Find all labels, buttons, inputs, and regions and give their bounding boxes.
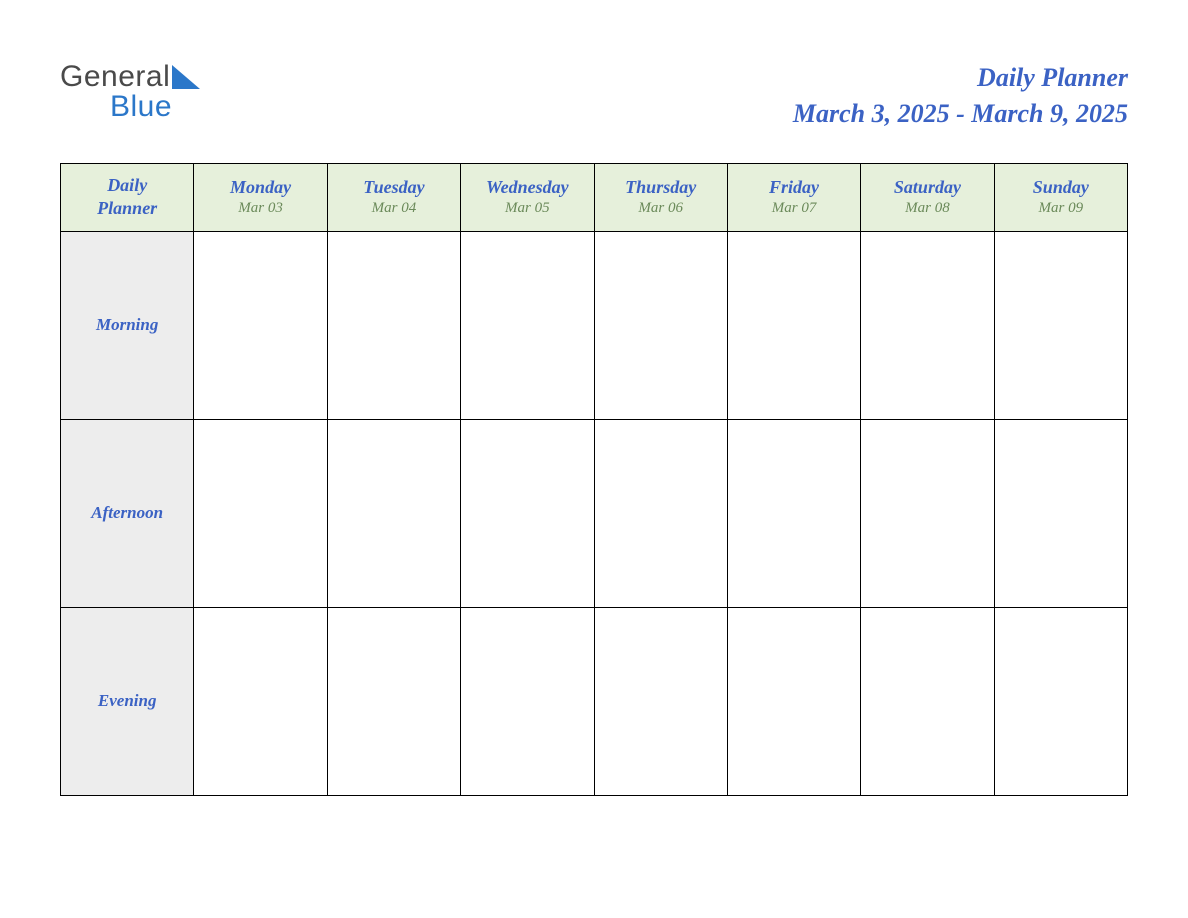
- day-date: Mar 04: [328, 200, 460, 217]
- day-header-sat: Saturday Mar 08: [861, 163, 994, 231]
- day-name: Saturday: [861, 177, 993, 198]
- period-label-evening: Evening: [61, 607, 194, 795]
- planner-table: Daily Planner Monday Mar 03 Tuesday Mar …: [60, 163, 1128, 796]
- day-date: Mar 07: [728, 200, 860, 217]
- period-label-afternoon: Afternoon: [61, 419, 194, 607]
- row-evening: Evening: [61, 607, 1128, 795]
- day-date: Mar 08: [861, 200, 993, 217]
- day-name: Sunday: [995, 177, 1127, 198]
- planner-page: General Blue Daily Planner March 3, 2025…: [0, 0, 1188, 918]
- day-header-mon: Monday Mar 03: [194, 163, 327, 231]
- day-header-sun: Sunday Mar 09: [994, 163, 1127, 231]
- cell[interactable]: [461, 419, 594, 607]
- cell[interactable]: [194, 607, 327, 795]
- corner-label-1: Daily: [61, 174, 193, 197]
- cell[interactable]: [461, 231, 594, 419]
- cell[interactable]: [994, 231, 1127, 419]
- cell[interactable]: [727, 607, 860, 795]
- cell[interactable]: [861, 231, 994, 419]
- day-date: Mar 06: [595, 200, 727, 217]
- cell[interactable]: [861, 419, 994, 607]
- day-name: Friday: [728, 177, 860, 198]
- day-name: Wednesday: [461, 177, 593, 198]
- cell[interactable]: [727, 231, 860, 419]
- page-title: Daily Planner: [793, 60, 1128, 96]
- day-name: Tuesday: [328, 177, 460, 198]
- row-afternoon: Afternoon: [61, 419, 1128, 607]
- logo-triangle-icon: [172, 65, 200, 94]
- logo-word-2: Blue: [110, 90, 172, 124]
- cell[interactable]: [327, 419, 460, 607]
- date-range: March 3, 2025 - March 9, 2025: [793, 96, 1128, 132]
- corner-cell: Daily Planner: [61, 163, 194, 231]
- corner-label-2: Planner: [61, 197, 193, 220]
- day-header-fri: Friday Mar 07: [727, 163, 860, 231]
- cell[interactable]: [461, 607, 594, 795]
- cell[interactable]: [327, 607, 460, 795]
- cell[interactable]: [861, 607, 994, 795]
- logo: General Blue: [60, 60, 200, 124]
- cell[interactable]: [594, 231, 727, 419]
- cell[interactable]: [594, 419, 727, 607]
- cell[interactable]: [994, 419, 1127, 607]
- header-row: Daily Planner Monday Mar 03 Tuesday Mar …: [61, 163, 1128, 231]
- day-header-wed: Wednesday Mar 05: [461, 163, 594, 231]
- day-header-tue: Tuesday Mar 04: [327, 163, 460, 231]
- logo-word-1: General: [60, 60, 170, 94]
- day-date: Mar 09: [995, 200, 1127, 217]
- day-name: Monday: [194, 177, 326, 198]
- cell[interactable]: [594, 607, 727, 795]
- cell[interactable]: [994, 607, 1127, 795]
- row-morning: Morning: [61, 231, 1128, 419]
- day-date: Mar 03: [194, 200, 326, 217]
- day-header-thu: Thursday Mar 06: [594, 163, 727, 231]
- title-block: Daily Planner March 3, 2025 - March 9, 2…: [793, 60, 1128, 133]
- header: General Blue Daily Planner March 3, 2025…: [60, 60, 1128, 133]
- cell[interactable]: [727, 419, 860, 607]
- cell[interactable]: [327, 231, 460, 419]
- day-name: Thursday: [595, 177, 727, 198]
- period-label-morning: Morning: [61, 231, 194, 419]
- day-date: Mar 05: [461, 200, 593, 217]
- cell[interactable]: [194, 419, 327, 607]
- cell[interactable]: [194, 231, 327, 419]
